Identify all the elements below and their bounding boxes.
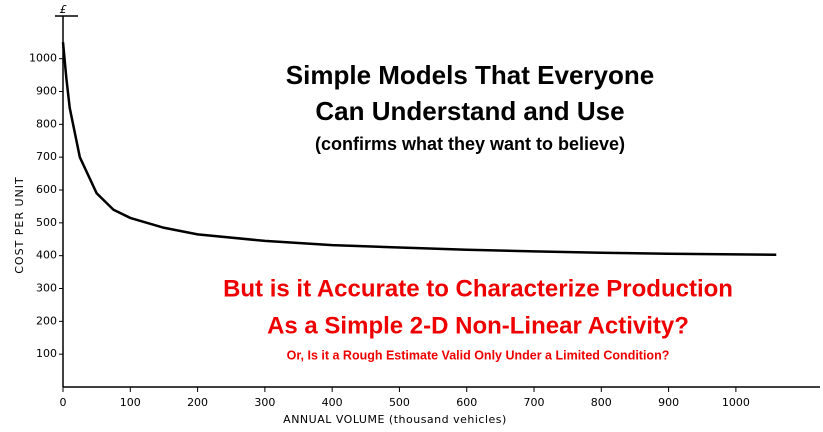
x-tick-label: 400 — [322, 396, 343, 409]
y-axis-label: COST PER UNIT — [13, 176, 26, 274]
x-tick-label: 100 — [120, 396, 141, 409]
x-tick-label: 300 — [254, 396, 275, 409]
annotation: But is it Accurate to Characterize Produ… — [223, 275, 733, 302]
y-tick-label: 400 — [36, 249, 57, 262]
y-tick-label: 500 — [36, 216, 57, 229]
annotation: Can Understand and Use — [315, 96, 624, 126]
y-tick-label: 600 — [36, 183, 57, 196]
y-tick-label: 1000 — [29, 52, 57, 65]
x-tick-label: 800 — [591, 396, 612, 409]
x-tick-label: 500 — [389, 396, 410, 409]
y-tick-label: 200 — [36, 314, 57, 327]
annotation: (confirms what they want to believe) — [315, 134, 625, 154]
y-tick-label: 800 — [36, 117, 57, 130]
x-tick-label: 900 — [658, 396, 679, 409]
y-unit-label: £ — [60, 3, 68, 16]
y-tick-label: 900 — [36, 85, 57, 98]
cost-curve — [61, 42, 777, 256]
y-tick-label: 100 — [36, 347, 57, 360]
x-tick-label: 200 — [187, 396, 208, 409]
annotation: Simple Models That Everyone — [286, 60, 654, 90]
x-axis-label: ANNUAL VOLUME (thousand vehicles) — [283, 413, 507, 426]
x-tick-label: 600 — [456, 396, 477, 409]
x-tick-label: 1000 — [722, 396, 750, 409]
y-tick-label: 300 — [36, 282, 57, 295]
x-tick-label: 700 — [524, 396, 545, 409]
y-tick-label: 700 — [36, 150, 57, 163]
x-tick-label: 0 — [60, 396, 67, 409]
annotation: As a Simple 2-D Non-Linear Activity? — [267, 312, 689, 339]
annotation: Or, Is it a Rough Estimate Valid Only Un… — [287, 348, 670, 362]
